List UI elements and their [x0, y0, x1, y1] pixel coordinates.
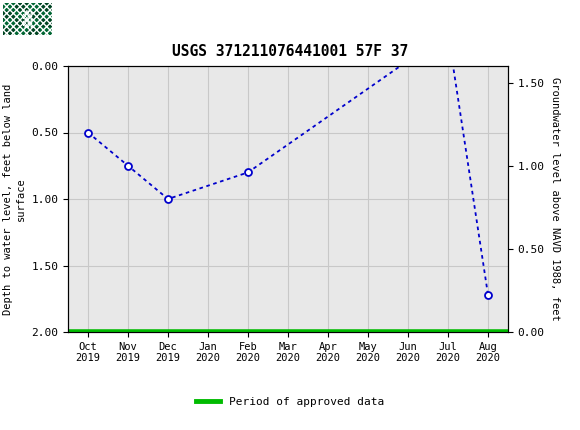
Bar	[28, 27, 40, 35]
Text: ▒: ▒	[23, 10, 32, 28]
Bar	[3, 3, 52, 35]
Bar	[40, 19, 52, 27]
Bar	[15, 3, 28, 11]
Bar	[40, 11, 52, 19]
Bar	[28, 3, 40, 11]
Bar	[3, 19, 15, 27]
Y-axis label: Groundwater level above NAVD 1988, feet: Groundwater level above NAVD 1988, feet	[550, 77, 560, 321]
Bar	[40, 27, 52, 35]
Bar	[15, 19, 28, 27]
Text: USGS 371211076441001 57F 37: USGS 371211076441001 57F 37	[172, 44, 408, 59]
Bar	[28, 19, 40, 27]
Bar	[15, 11, 28, 19]
Bar	[28, 11, 40, 19]
Bar	[40, 3, 52, 11]
Bar	[3, 11, 15, 19]
Bar	[3, 3, 15, 11]
Bar	[3, 27, 15, 35]
Bar	[15, 27, 28, 35]
Text: USGS: USGS	[61, 10, 101, 28]
Y-axis label: Depth to water level, feet below land
surface: Depth to water level, feet below land su…	[2, 83, 26, 315]
Bar	[3, 3, 52, 35]
Legend: Period of approved data: Period of approved data	[191, 393, 389, 412]
